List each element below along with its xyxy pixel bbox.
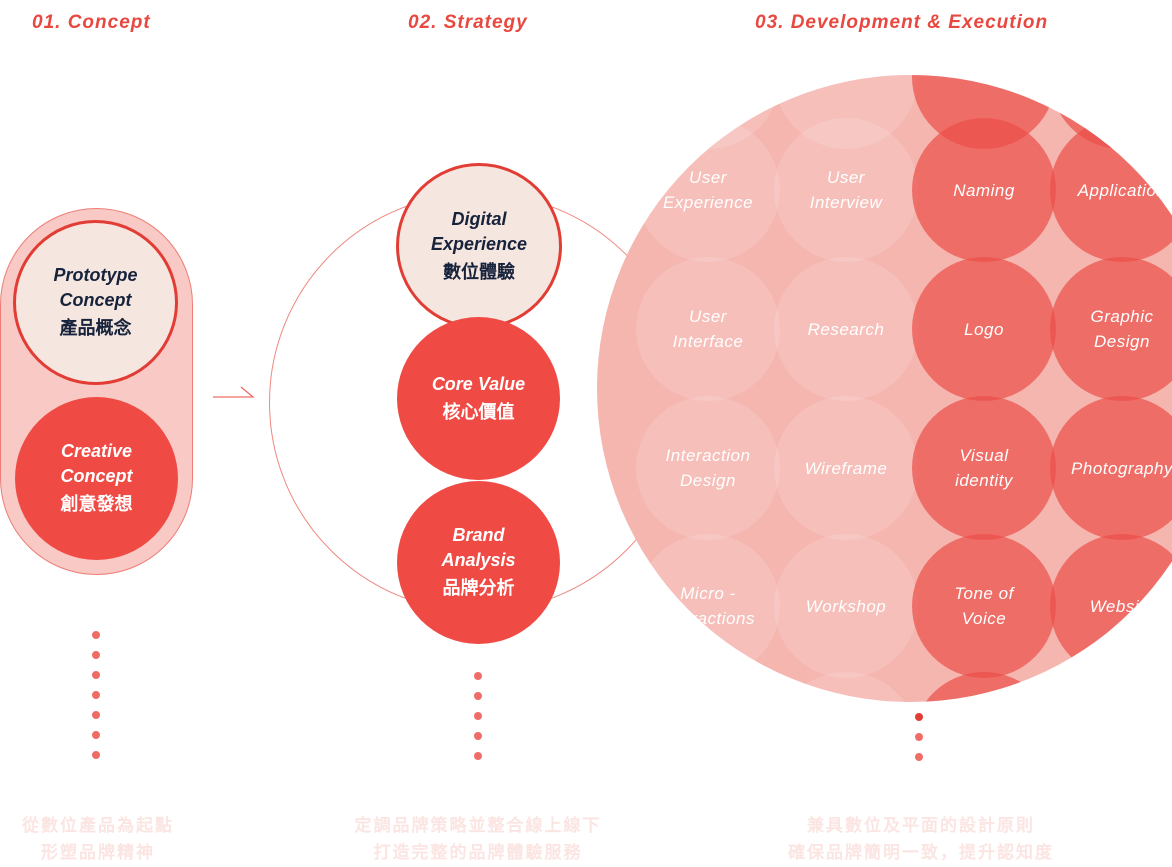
cell-label: Interface [672,332,744,351]
cell-label: Micro - [680,584,736,603]
decor-cell [912,672,1056,702]
prototype-concept-en-2: Concept [59,290,132,310]
strategy-dot [474,692,482,700]
creative-concept-zh: 創意發想 [60,494,133,514]
concept-dot [92,671,100,679]
cell-wireframe: Wireframe [774,396,918,540]
cell-label: Naming [953,180,1015,200]
concept-dot [92,651,100,659]
digital-experience-zh: 數位體驗 [443,261,515,282]
heading-concept: 01. Concept [32,12,151,33]
cell-label: Voice [961,609,1007,628]
strategy-dots [473,672,483,772]
development-dot [915,713,923,721]
cell-label: User [689,307,727,326]
strategy-dot [474,712,482,720]
cell-graphic-design: Graphic Design [1050,257,1172,401]
core-value-zh: 核心價值 [442,401,515,422]
prototype-concept-zh: 產品概念 [59,318,132,338]
strategy-dot [474,732,482,740]
concept-dot [92,631,100,639]
cell-user-interface: User Interface [636,257,780,401]
cell-user-experience: User Experience [636,118,780,262]
cell-label: Visual [959,446,1009,465]
cell-photography: Photography [1050,396,1172,540]
brand-analysis-en-2: Analysis [441,550,516,570]
creative-concept-en-2: Concept [60,466,133,486]
concept-footer-line-1: 從數位產品為起點 [22,816,174,835]
prototype-concept-en-1: Prototype [53,265,138,285]
cell-workshop: Workshop [774,534,918,678]
cell-label: Interactions [661,609,755,628]
cell-label: Interview [809,193,883,212]
brand-analysis-circle: Brand Analysis 品牌分析 [397,481,560,644]
cell-research: Research [774,257,918,401]
concept-dot [92,731,100,739]
heading-strategy: 02. Strategy [408,12,528,33]
cell-label: Graphic [1090,307,1154,326]
strategy-footer-line-2: 打造完整的品牌體驗服務 [373,843,583,862]
core-value-en: Core Value [431,373,526,394]
cell-logo: Logo [912,257,1056,401]
development-circle: User Experience User Interface Interacti… [597,75,1172,702]
cell-label: Tone of [954,584,1014,603]
development-footer-line-1: 兼具數位及平面的設計原則 [807,816,1035,835]
development-dots [914,713,924,773]
development-dot [915,733,923,741]
strategy-footer-line-1: 定調品牌策略並整合線上線下 [354,816,602,835]
strategy-dot [474,672,482,680]
strategy-dot [474,752,482,760]
digital-experience-circle: Digital Experience 數位體驗 [396,163,562,329]
cell-user-interview: User Interview [774,118,918,262]
strategy-footer: 定調品牌策略並整合線上線下 打造完整的品牌體驗服務 [306,812,650,866]
creative-concept-circle: Creative Concept 創意發想 [15,397,178,560]
cell-label: Photography [1071,458,1172,478]
cell-label: identity [955,471,1013,490]
cell-label: Design [1094,332,1150,351]
cell-naming: Naming [912,118,1056,262]
cell-application: Application [1050,118,1172,262]
concept-dots [91,631,101,771]
cell-label: Logo [964,319,1004,339]
cell-tone-of-voice: Tone of Voice [912,534,1056,678]
cell-label: Website [1089,596,1155,616]
development-footer-line-2: 確保品牌簡明一致，提升認知度 [788,843,1054,862]
cell-label: Design [680,471,736,490]
cell-label: Wireframe [804,458,888,478]
cell-label: Research [807,319,885,339]
development-dot [915,753,923,761]
concept-footer: 從數位產品為起點 形塑品牌精神 [0,812,196,866]
cell-label: User [689,168,727,187]
cell-visual-identity: Visual identity [912,396,1056,540]
cell-label: User [827,168,865,187]
cell-interaction-design: Interaction Design [636,396,780,540]
brand-analysis-en-1: Brand [452,525,505,545]
digital-experience-en-1: Digital [451,208,507,229]
cell-label: Application [1077,180,1167,200]
concept-dot [92,691,100,699]
heading-development: 03. Development & Execution [755,12,1049,33]
core-value-circle: Core Value 核心價值 [397,317,560,480]
digital-experience-en-2: Experience [430,233,528,254]
concept-dot [92,751,100,759]
creative-concept-en-1: Creative [60,441,133,461]
cell-micro-interactions: Micro - Interactions [636,534,780,678]
cell-website: Website [1050,534,1172,678]
brand-analysis-zh: 品牌分析 [442,578,515,598]
concept-dot [92,711,100,719]
cell-label: Interaction [665,446,751,465]
arrow-icon [213,386,255,398]
decor-cell [774,672,918,702]
development-footer: 兼具數位及平面的設計原則 確保品牌簡明一致，提升認知度 [736,812,1106,866]
prototype-concept-circle: Prototype Concept 產品概念 [13,220,178,385]
concept-footer-line-2: 形塑品牌精神 [41,843,155,862]
cell-label: Experience [662,193,754,212]
cell-label: Workshop [805,596,887,616]
